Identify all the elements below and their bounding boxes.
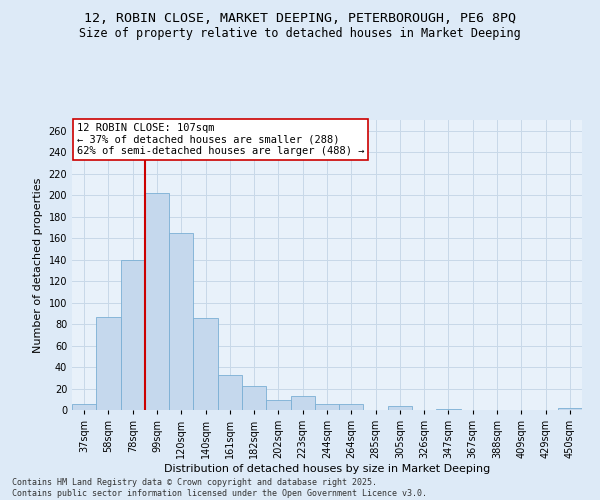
- Text: Contains HM Land Registry data © Crown copyright and database right 2025.
Contai: Contains HM Land Registry data © Crown c…: [12, 478, 427, 498]
- Bar: [290, 396, 315, 410]
- Bar: [436, 409, 461, 410]
- X-axis label: Distribution of detached houses by size in Market Deeping: Distribution of detached houses by size …: [164, 464, 490, 474]
- Bar: [96, 316, 121, 410]
- Bar: [218, 374, 242, 410]
- Bar: [72, 404, 96, 410]
- Text: 12 ROBIN CLOSE: 107sqm
← 37% of detached houses are smaller (288)
62% of semi-de: 12 ROBIN CLOSE: 107sqm ← 37% of detached…: [77, 123, 365, 156]
- Bar: [339, 404, 364, 410]
- Bar: [145, 193, 169, 410]
- Text: 12, ROBIN CLOSE, MARKET DEEPING, PETERBOROUGH, PE6 8PQ: 12, ROBIN CLOSE, MARKET DEEPING, PETERBO…: [84, 12, 516, 26]
- Text: Size of property relative to detached houses in Market Deeping: Size of property relative to detached ho…: [79, 28, 521, 40]
- Bar: [169, 233, 193, 410]
- Bar: [242, 386, 266, 410]
- Bar: [558, 408, 582, 410]
- Bar: [193, 318, 218, 410]
- Bar: [121, 260, 145, 410]
- Bar: [266, 400, 290, 410]
- Y-axis label: Number of detached properties: Number of detached properties: [33, 178, 43, 352]
- Bar: [388, 406, 412, 410]
- Bar: [315, 404, 339, 410]
